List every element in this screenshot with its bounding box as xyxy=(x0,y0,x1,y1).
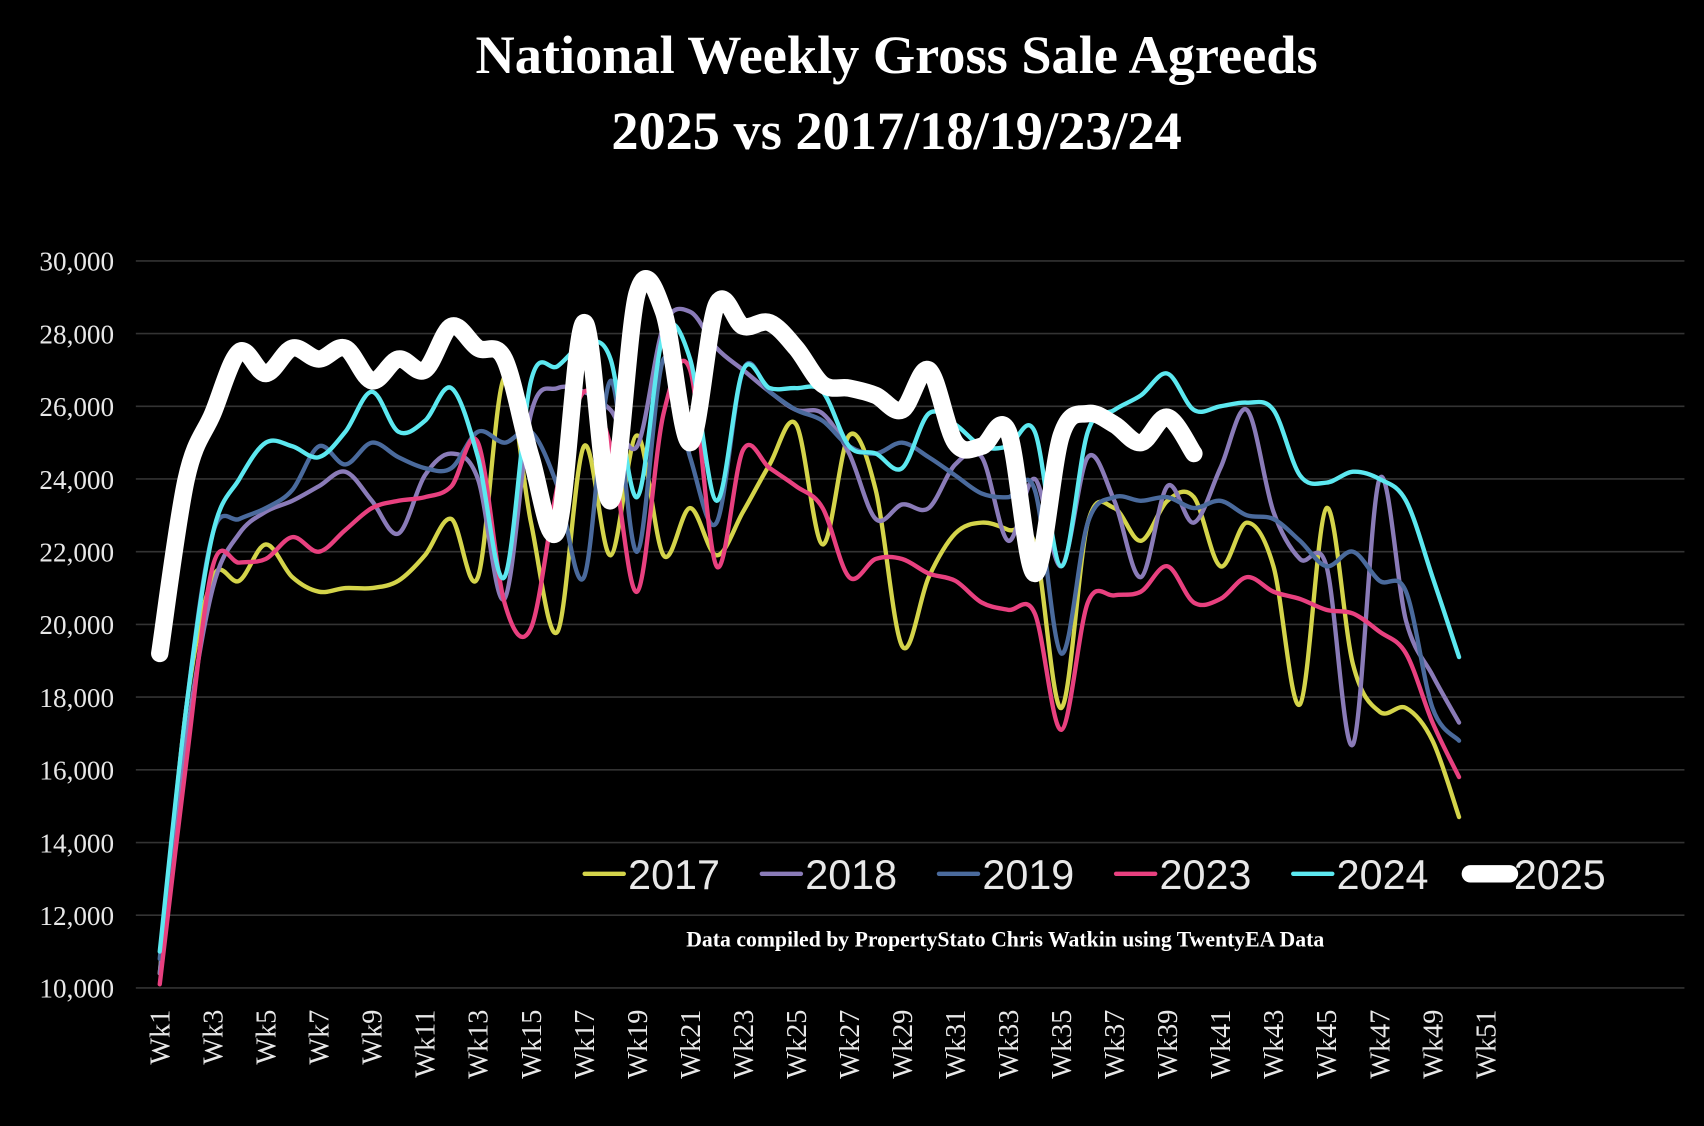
x-tick-label: Wk3 xyxy=(199,1010,230,1065)
x-tick-label: Wk7 xyxy=(305,1010,336,1065)
x-tick-label: Wk33 xyxy=(994,1010,1025,1079)
x-tick-label: Wk21 xyxy=(676,1010,707,1079)
y-tick-label: 24,000 xyxy=(39,465,114,495)
x-tick-label: Wk19 xyxy=(623,1010,654,1079)
x-tick-label: Wk15 xyxy=(517,1010,548,1079)
legend-label: 2025 xyxy=(1514,852,1606,898)
x-tick-label: Wk35 xyxy=(1047,1010,1078,1079)
x-tick-label: Wk37 xyxy=(1100,1010,1131,1079)
chart-subtitle: 2025 vs 2017/18/19/23/24 xyxy=(611,101,1181,161)
x-tick-label: Wk13 xyxy=(464,1010,495,1079)
line-series xyxy=(157,375,1462,976)
x-tick-label: Wk1 xyxy=(146,1010,177,1065)
chart-title: National Weekly Gross Sale Agreeds xyxy=(475,25,1317,85)
legend-label: 2019 xyxy=(982,852,1074,898)
y-tick-label: 26,000 xyxy=(39,392,114,422)
line-series xyxy=(151,270,1203,663)
legend-label: 2024 xyxy=(1337,852,1429,898)
note: Data compiled by PropertyStato Chris Wat… xyxy=(686,928,1324,952)
x-tick-label: Wk5 xyxy=(252,1010,283,1065)
x-tick-label: Wk39 xyxy=(1153,1010,1184,1079)
x-tick-label: Wk11 xyxy=(411,1010,442,1078)
x-tick-label: Wk47 xyxy=(1365,1010,1396,1079)
line-series xyxy=(157,358,1462,987)
y-tick-label: 20,000 xyxy=(39,610,114,640)
y-tick-label: 14,000 xyxy=(39,828,114,858)
y-tick-label: 30,000 xyxy=(39,247,114,277)
x-tick-label: Wk27 xyxy=(835,1010,866,1079)
y-tick-label: 10,000 xyxy=(39,974,114,1004)
x-tick-label: Wk29 xyxy=(888,1010,919,1079)
x-tick-label: Wk49 xyxy=(1418,1010,1449,1079)
x-tick-label: Wk23 xyxy=(729,1010,760,1079)
legend-label: 2017 xyxy=(628,852,720,898)
y-tick-label: 28,000 xyxy=(39,319,114,349)
x-tick-label: Wk41 xyxy=(1206,1010,1237,1079)
y-tick-label: 16,000 xyxy=(39,756,114,786)
legend-label: 2018 xyxy=(805,852,897,898)
legend-label: 2023 xyxy=(1160,852,1252,898)
line-series xyxy=(157,321,1462,954)
x-tick-label: Wk31 xyxy=(941,1010,972,1079)
line-series xyxy=(157,306,1462,976)
y-tick-label: 22,000 xyxy=(39,537,114,567)
x-tick-label: Wk25 xyxy=(782,1010,813,1079)
y-tick-label: 18,000 xyxy=(39,683,114,713)
x-tick-label: Wk45 xyxy=(1312,1010,1343,1079)
x-tick-label: Wk17 xyxy=(570,1010,601,1079)
x-tick-label: Wk43 xyxy=(1259,1010,1290,1079)
x-tick-label: Wk9 xyxy=(358,1010,389,1065)
y-tick-label: 12,000 xyxy=(39,901,114,931)
x-tick-label: Wk51 xyxy=(1471,1010,1502,1079)
